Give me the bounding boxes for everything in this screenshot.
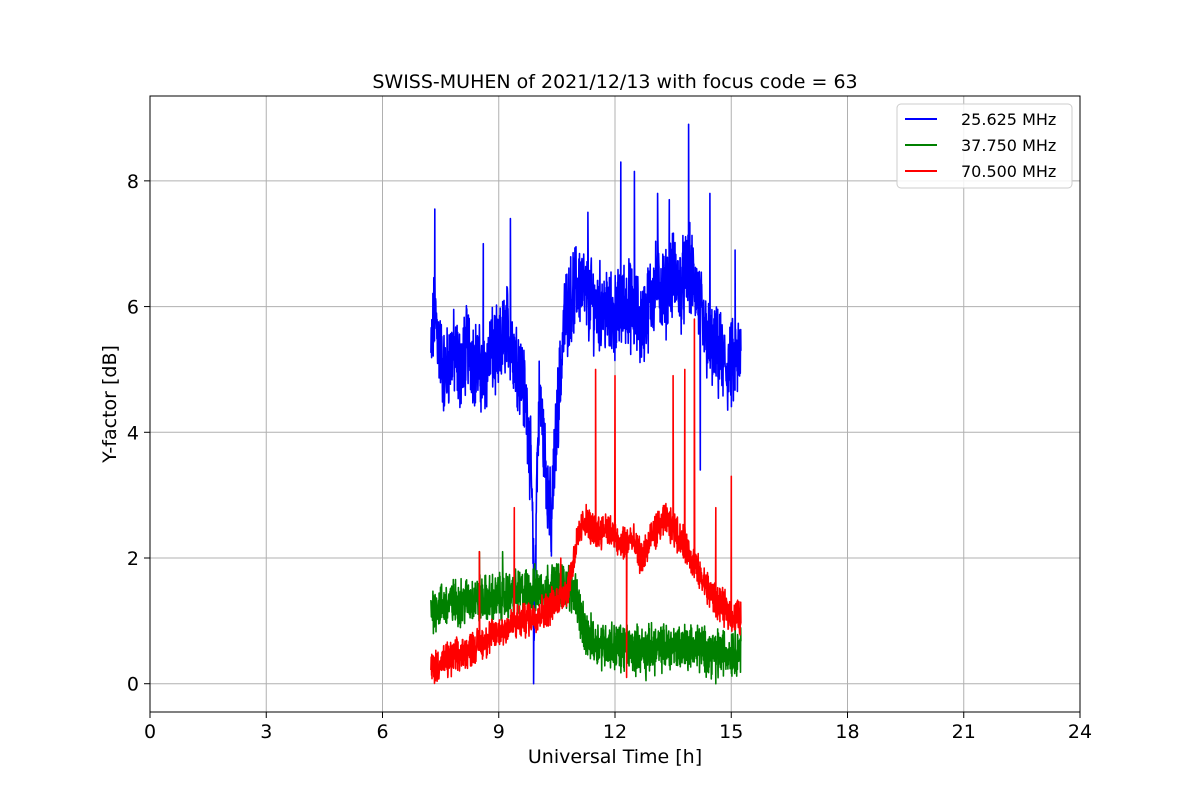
- x-axis-label: Universal Time [h]: [528, 746, 702, 768]
- legend-box: [896, 103, 1073, 189]
- series-line-3: [430, 318, 742, 685]
- y-tick-label: 0: [127, 674, 139, 696]
- y-tick-label: 4: [127, 422, 139, 444]
- legend-label-1: 25.625 MHz: [961, 110, 1056, 129]
- legend: 25.625 MHz 37.750 MHz 70.500 MHz: [896, 103, 1073, 189]
- chart-title: SWISS-MUHEN of 2021/12/13 with focus cod…: [372, 71, 857, 93]
- x-tick-label: 21: [952, 721, 976, 743]
- legend-label-3: 70.500 MHz: [961, 162, 1056, 181]
- legend-label-2: 37.750 MHz: [961, 136, 1056, 155]
- x-tick-label: 18: [835, 721, 859, 743]
- x-tick-label: 9: [493, 721, 505, 743]
- y-tick-label: 8: [127, 171, 139, 193]
- y-axis-label: Y-factor [dB]: [99, 345, 121, 464]
- series-line-1: [430, 123, 742, 685]
- x-tick-label: 6: [376, 721, 388, 743]
- x-tick-label: 0: [144, 721, 156, 743]
- series-line-2: [430, 550, 742, 685]
- x-tick-label: 12: [603, 721, 627, 743]
- y-tick-label: 6: [127, 297, 139, 319]
- y-tick-label: 2: [127, 548, 139, 570]
- plot-area: [430, 123, 742, 685]
- x-tick-label: 3: [260, 721, 272, 743]
- x-tick-label: 15: [719, 721, 743, 743]
- x-tick-label: 24: [1068, 721, 1092, 743]
